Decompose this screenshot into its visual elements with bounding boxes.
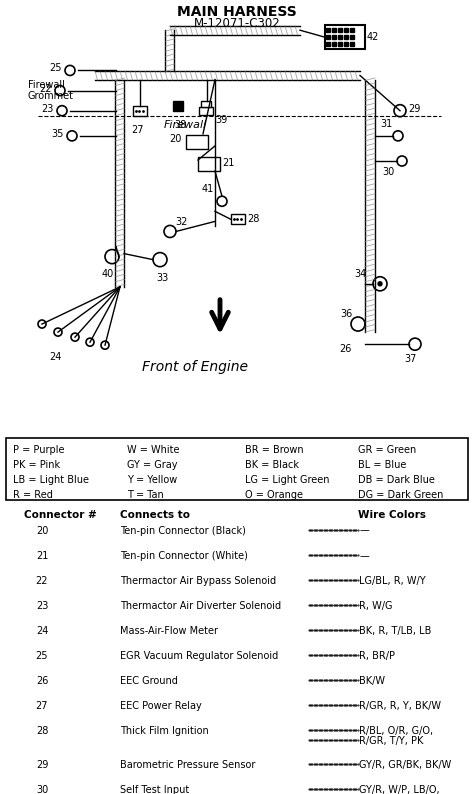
Text: GY/R, W/P, LB/O,: GY/R, W/P, LB/O, xyxy=(359,785,440,794)
Text: 24: 24 xyxy=(36,626,48,636)
Text: 22: 22 xyxy=(36,576,48,586)
Text: DG = Dark Green: DG = Dark Green xyxy=(357,490,443,500)
Text: BK = Black: BK = Black xyxy=(245,460,299,470)
Text: Firewall: Firewall xyxy=(164,120,207,129)
Circle shape xyxy=(378,282,382,286)
Text: Self Test Input: Self Test Input xyxy=(120,785,190,794)
Text: GY/R, GR/BK, BK/W: GY/R, GR/BK, BK/W xyxy=(359,761,452,770)
Text: 28: 28 xyxy=(36,727,48,736)
Text: 27: 27 xyxy=(36,701,48,711)
Text: BK, R, T/LB, LB: BK, R, T/LB, LB xyxy=(359,626,432,636)
Text: PK = Pink: PK = Pink xyxy=(13,460,60,470)
Text: 38: 38 xyxy=(174,120,186,129)
Text: Firewall
Grommet: Firewall Grommet xyxy=(28,79,74,102)
Text: Thick Film Ignition: Thick Film Ignition xyxy=(120,727,209,736)
Text: BR = Brown: BR = Brown xyxy=(245,445,303,455)
Text: 40: 40 xyxy=(102,268,114,279)
Text: LB = Light Blue: LB = Light Blue xyxy=(13,475,89,485)
Text: 23: 23 xyxy=(42,104,54,114)
Text: EEC Power Relay: EEC Power Relay xyxy=(120,701,202,711)
Text: R, BR/P: R, BR/P xyxy=(359,651,395,661)
Text: BK/W: BK/W xyxy=(359,676,385,686)
Text: 41: 41 xyxy=(202,184,214,195)
Text: 25: 25 xyxy=(49,64,62,73)
Text: Barometric Pressure Sensor: Barometric Pressure Sensor xyxy=(120,761,256,770)
Text: M-12071-C302: M-12071-C302 xyxy=(193,17,281,30)
Text: 27: 27 xyxy=(132,125,144,135)
Text: R/GR, T/Y, PK: R/GR, T/Y, PK xyxy=(359,736,424,746)
Text: O = Orange: O = Orange xyxy=(245,490,303,500)
Text: Y = Yellow: Y = Yellow xyxy=(127,475,177,485)
Text: R/GR, R, Y, BK/W: R/GR, R, Y, BK/W xyxy=(359,701,441,711)
Text: 21: 21 xyxy=(222,158,234,168)
Text: 25: 25 xyxy=(36,651,48,661)
Text: 20: 20 xyxy=(36,526,48,536)
Text: W = White: W = White xyxy=(127,445,180,455)
Text: 21: 21 xyxy=(36,551,48,561)
Text: LG = Light Green: LG = Light Green xyxy=(245,475,329,485)
Text: Ten-pin Connector (Black): Ten-pin Connector (Black) xyxy=(120,526,246,536)
Text: —: — xyxy=(359,551,369,561)
Bar xyxy=(198,157,220,171)
Text: P = Purple: P = Purple xyxy=(13,445,64,455)
Text: R = Red: R = Red xyxy=(13,490,53,500)
Text: 36: 36 xyxy=(340,309,352,319)
Text: 22: 22 xyxy=(39,83,52,94)
Text: EGR Vacuum Regulator Solenoid: EGR Vacuum Regulator Solenoid xyxy=(120,651,279,661)
Bar xyxy=(231,214,245,225)
Text: 20: 20 xyxy=(170,134,182,144)
Text: 35: 35 xyxy=(52,129,64,139)
Bar xyxy=(201,101,211,106)
Text: —: — xyxy=(359,526,369,536)
Text: 26: 26 xyxy=(339,344,351,354)
Text: DB = Dark Blue: DB = Dark Blue xyxy=(357,475,434,485)
Text: LG/BL, R, W/Y: LG/BL, R, W/Y xyxy=(359,576,426,586)
Text: Wire Colors: Wire Colors xyxy=(357,510,426,520)
Text: GY = Gray: GY = Gray xyxy=(127,460,178,470)
Text: Thermactor Air Diverter Solenoid: Thermactor Air Diverter Solenoid xyxy=(120,601,282,611)
Text: 29: 29 xyxy=(36,761,48,770)
Text: 31: 31 xyxy=(380,119,392,129)
Text: Thermactor Air Bypass Solenoid: Thermactor Air Bypass Solenoid xyxy=(120,576,276,586)
Text: Connector #: Connector # xyxy=(24,510,97,520)
Text: 28: 28 xyxy=(247,214,259,225)
Text: MAIN HARNESS: MAIN HARNESS xyxy=(177,5,297,19)
Text: 42: 42 xyxy=(367,33,379,42)
Bar xyxy=(186,135,208,149)
Text: 37: 37 xyxy=(405,354,417,364)
Text: R/BL, O/R, G/O,: R/BL, O/R, G/O, xyxy=(359,727,434,736)
Text: Front of Engine: Front of Engine xyxy=(142,360,248,374)
Text: Connects to: Connects to xyxy=(120,510,191,520)
Bar xyxy=(6,437,468,500)
Text: 34: 34 xyxy=(354,268,366,279)
Text: 32: 32 xyxy=(175,218,187,227)
Text: 29: 29 xyxy=(408,104,420,114)
Text: 26: 26 xyxy=(36,676,48,686)
Text: GR = Green: GR = Green xyxy=(357,445,416,455)
Text: 30: 30 xyxy=(36,785,48,794)
Bar xyxy=(133,106,147,116)
Text: R, W/G: R, W/G xyxy=(359,601,393,611)
Text: BL = Blue: BL = Blue xyxy=(357,460,406,470)
Text: 24: 24 xyxy=(49,353,61,362)
Text: T = Tan: T = Tan xyxy=(127,490,164,500)
Bar xyxy=(325,25,365,49)
Text: 30: 30 xyxy=(382,167,394,177)
Text: Mass-Air-Flow Meter: Mass-Air-Flow Meter xyxy=(120,626,219,636)
Text: 23: 23 xyxy=(36,601,48,611)
Text: 39: 39 xyxy=(215,114,227,125)
Text: EEC Ground: EEC Ground xyxy=(120,676,178,686)
Text: 33: 33 xyxy=(156,272,168,283)
Bar xyxy=(199,106,213,114)
Text: Ten-pin Connector (White): Ten-pin Connector (White) xyxy=(120,551,248,561)
